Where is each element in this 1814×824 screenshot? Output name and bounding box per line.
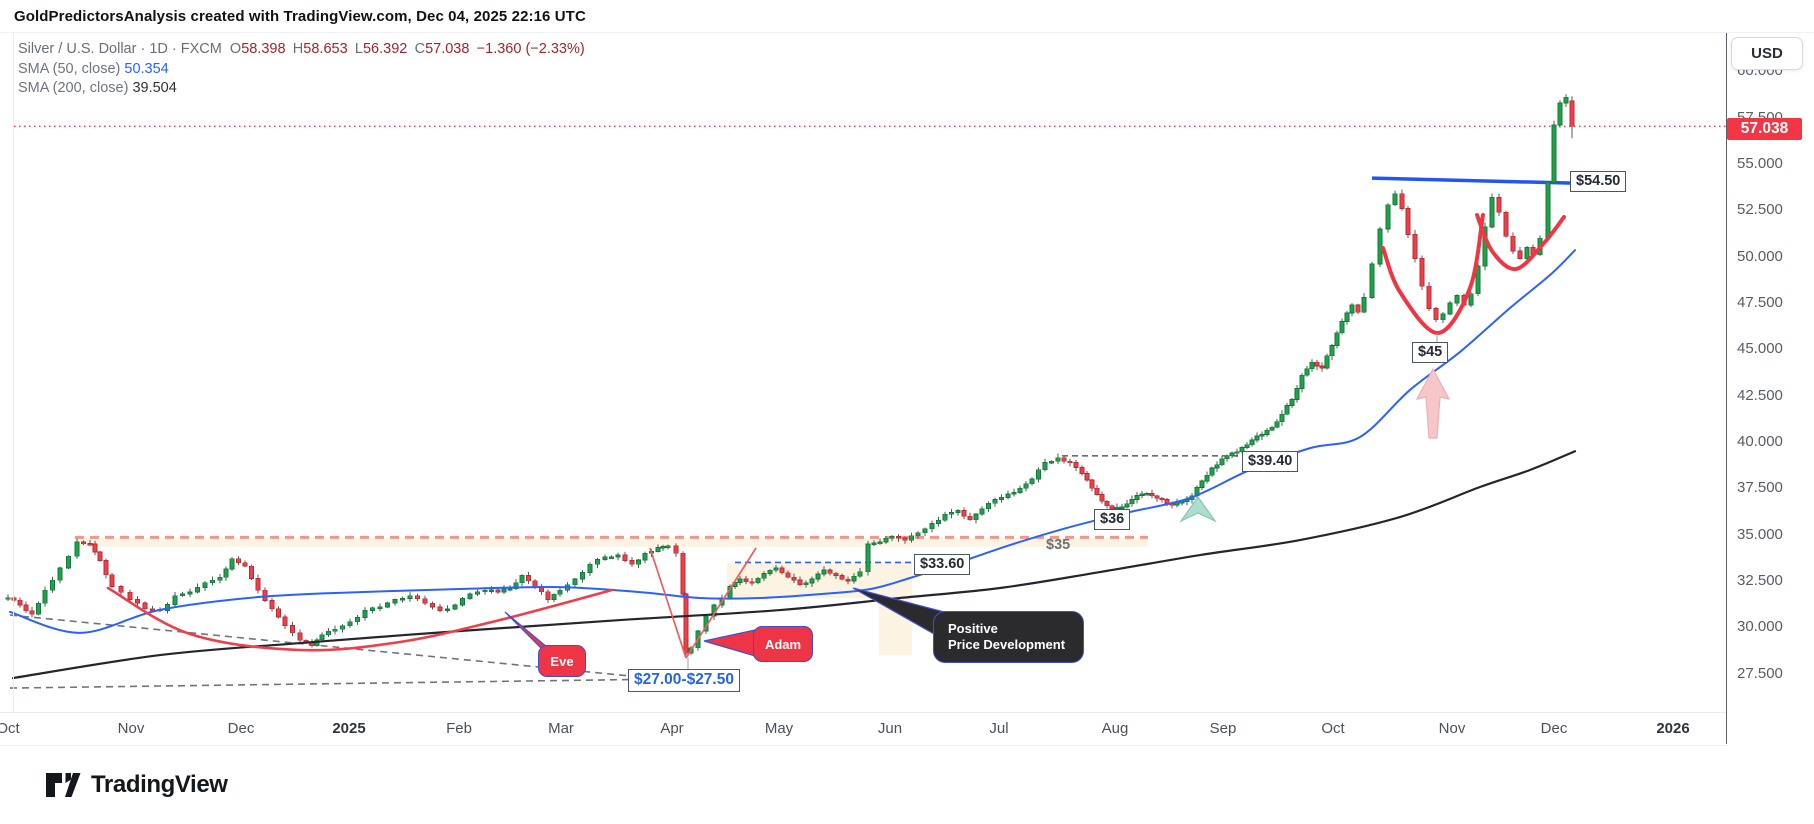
time-axis-tick-aug[interactable]: Aug	[1101, 720, 1129, 737]
adam-label: Adam	[764, 636, 802, 652]
time-axis-tick-nov[interactable]: Nov	[117, 720, 145, 737]
currency-toggle-button[interactable]: USD	[1731, 37, 1803, 70]
change-value: −1.360 (−2.33%)	[476, 41, 585, 57]
price-label-45: $45	[1412, 342, 1449, 363]
header-divider	[0, 32, 1814, 33]
time-axis-tick-jun[interactable]: Jun	[877, 720, 903, 737]
ohlc-key: H	[292, 41, 304, 57]
time-axis-tick-oct[interactable]: Oct	[1321, 720, 1345, 737]
time-axis-tick-nov[interactable]: Nov	[1438, 720, 1466, 737]
page-title: GoldPredictorsAnalysis created with Trad…	[14, 8, 586, 25]
last-price-badge: 57.038	[1727, 118, 1802, 141]
tradingview-logo[interactable]: TradingView	[44, 770, 228, 800]
indicator-label: SMA (50, close)	[18, 60, 125, 77]
price-axis-tick[interactable]: 27.500	[1737, 664, 1783, 682]
ohlc-key: O	[229, 41, 242, 57]
price-axis-tick[interactable]: 45.000	[1737, 340, 1783, 358]
indicator-label: SMA (200, close)	[18, 80, 133, 96]
ohlc-value: 58.653	[303, 41, 355, 57]
chart-bottom-edge	[0, 744, 1814, 746]
indicator-value: 50.354	[124, 60, 169, 77]
ohlc-key: L	[354, 41, 363, 57]
price-axis-tick[interactable]: 52.500	[1737, 201, 1783, 219]
ohlc-value: 56.392	[362, 41, 415, 57]
time-axis[interactable]: Oct Nov Dec 2025 Feb Mar Apr May Jun Jul Aug Sep Oct…	[0, 713, 1726, 745]
symbol-title: Silver / U.S. Dollar · 1D · FXCM	[18, 41, 222, 57]
time-axis-tick-2025[interactable]: 2025	[332, 720, 366, 737]
price-axis-tick[interactable]: 40.000	[1737, 433, 1783, 450]
chart-legend: Silver / U.S. Dollar · 1D · FXCM O58.398…	[18, 40, 585, 99]
price-label-27-00-27-50: $27.00-$27.50	[628, 669, 740, 692]
time-axis-tick-oct[interactable]: Oct	[0, 720, 20, 737]
time-axis-tick-2026[interactable]: 2026	[1656, 720, 1690, 737]
time-axis-tick-may[interactable]: May	[764, 720, 794, 737]
time-axis-tick-jul[interactable]: Jul	[989, 720, 1009, 737]
ppd-label: Positive Price Development	[948, 621, 1066, 652]
price-axis-tick[interactable]: 55.000	[1737, 155, 1783, 173]
adam-pattern-callout: Adam	[753, 626, 813, 662]
price-label-54-50: $54.50	[1570, 171, 1627, 192]
price-label-33-60: $33.60	[914, 554, 971, 575]
ohlc-value: 58.398	[241, 41, 293, 57]
price-axis-tick[interactable]: 42.500	[1737, 386, 1783, 404]
price-axis-tick[interactable]: 50.000	[1737, 247, 1783, 265]
time-axis-tick-feb[interactable]: Feb	[446, 720, 472, 737]
legend-indicator-row[interactable]: SMA (50, close) 50.354	[18, 60, 585, 80]
legend-indicator-row[interactable]: SMA (200, close) 39.504	[18, 79, 585, 99]
time-axis-tick-dec[interactable]: Dec	[1540, 720, 1568, 737]
price-axis-tick[interactable]: 32.500	[1737, 571, 1783, 589]
tradingview-logo-text: TradingView	[91, 771, 228, 798]
eve-label: Eve	[550, 653, 574, 669]
ohlc-key: C	[414, 41, 426, 57]
price-axis-tick[interactable]: 30.000	[1737, 618, 1783, 636]
time-axis-divider	[0, 712, 1726, 713]
price-axis-tick[interactable]: 37.500	[1737, 479, 1783, 497]
pane-left-edge	[13, 33, 14, 712]
tradingview-logo-icon	[46, 773, 81, 797]
time-axis-tick-mar[interactable]: Mar	[548, 720, 574, 737]
time-axis-tick-dec[interactable]: Dec	[227, 720, 255, 737]
positive-price-development-callout: Positive Price Development	[933, 611, 1084, 663]
time-axis-tick-apr[interactable]: Apr	[660, 720, 684, 737]
ohlc-value: 57.038	[425, 41, 477, 57]
price-label-36: $36	[1094, 509, 1131, 530]
price-axis-divider	[1726, 33, 1727, 746]
price-label-35: $35	[1046, 537, 1071, 553]
price-label-39-40: $39.40	[1242, 451, 1299, 472]
price-axis[interactable]: 60.000 57.500 55.000 52.500 50.000 47.500 45.0…	[1727, 33, 1814, 746]
eve-pattern-callout: Eve	[538, 645, 586, 677]
legend-symbol-row[interactable]: Silver / U.S. Dollar · 1D · FXCM O58.398…	[18, 40, 585, 60]
price-axis-tick[interactable]: 35.000	[1737, 525, 1783, 543]
time-axis-tick-sep[interactable]: Sep	[1209, 720, 1237, 737]
indicator-value: 39.504	[132, 80, 177, 96]
price-axis-tick[interactable]: 47.500	[1737, 294, 1783, 312]
